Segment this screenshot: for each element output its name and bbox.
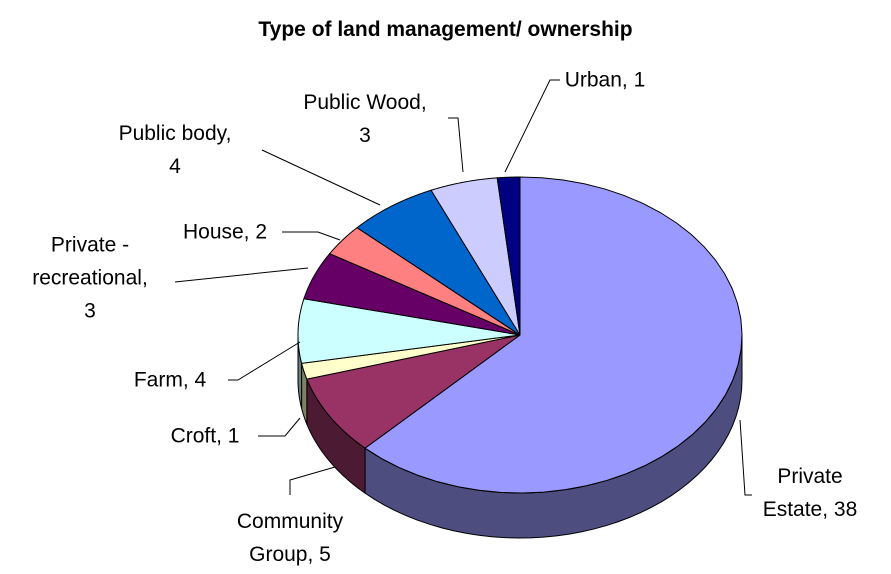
label-category: Private - recreational bbox=[32, 233, 142, 290]
chart-title: Type of land management/ ownership bbox=[258, 18, 633, 41]
label-value: 2 bbox=[255, 220, 268, 244]
leader-line bbox=[282, 231, 341, 241]
data-label: Public Wood, 3 bbox=[295, 86, 435, 152]
leader-line bbox=[261, 149, 381, 206]
slice bbox=[297, 298, 521, 364]
slice bbox=[496, 176, 521, 336]
label-separator: , bbox=[216, 424, 228, 448]
data-label: Private - recreational, 3 bbox=[24, 229, 156, 328]
label-value: 4 bbox=[169, 155, 181, 178]
label-category: Croft bbox=[170, 424, 217, 448]
data-label: Urban, 1 bbox=[565, 64, 646, 97]
leader-line bbox=[174, 267, 309, 283]
data-label: House, 2 bbox=[183, 216, 267, 249]
label-value: 5 bbox=[319, 543, 331, 566]
label-category: Urban bbox=[564, 68, 622, 92]
leader-line bbox=[258, 417, 301, 437]
label-separator: , bbox=[141, 266, 154, 290]
slice bbox=[306, 334, 521, 449]
label-value: 1 bbox=[227, 424, 240, 448]
label-category: Public body bbox=[118, 122, 226, 145]
slice bbox=[328, 227, 521, 336]
leader-line bbox=[504, 79, 560, 173]
label-value: 3 bbox=[84, 299, 96, 323]
label-value: 1 bbox=[633, 68, 646, 92]
label-value: 38 bbox=[833, 498, 858, 521]
data-label: Public body, 4 bbox=[113, 117, 238, 183]
leader-line bbox=[289, 466, 336, 495]
slice bbox=[364, 176, 743, 494]
slice bbox=[356, 189, 521, 336]
slice bbox=[303, 253, 521, 336]
label-category: Community Group bbox=[236, 510, 344, 566]
label-separator: , bbox=[307, 543, 320, 566]
label-separator: , bbox=[822, 498, 834, 521]
data-label: Private Estate, 38 bbox=[753, 460, 868, 526]
label-separator: , bbox=[621, 68, 634, 92]
label-category: Farm bbox=[133, 368, 183, 392]
label-separator: , bbox=[420, 91, 433, 114]
label-separator: , bbox=[243, 220, 256, 244]
slice bbox=[300, 334, 521, 380]
leader-line bbox=[228, 341, 301, 381]
label-separator: , bbox=[225, 122, 238, 145]
label-category: Public Wood bbox=[303, 91, 421, 114]
label-category: House bbox=[182, 220, 244, 244]
data-label: Croft, 1 bbox=[171, 420, 240, 453]
label-value: 3 bbox=[359, 124, 371, 147]
label-separator: , bbox=[182, 368, 195, 392]
leader-line bbox=[448, 117, 464, 173]
label-category: Private Estate bbox=[762, 465, 843, 521]
slice bbox=[430, 177, 521, 336]
data-label: Community Group, 5 bbox=[231, 505, 349, 571]
label-value: 4 bbox=[194, 368, 207, 392]
leader-line bbox=[739, 419, 752, 496]
data-label: Farm, 4 bbox=[134, 364, 206, 397]
